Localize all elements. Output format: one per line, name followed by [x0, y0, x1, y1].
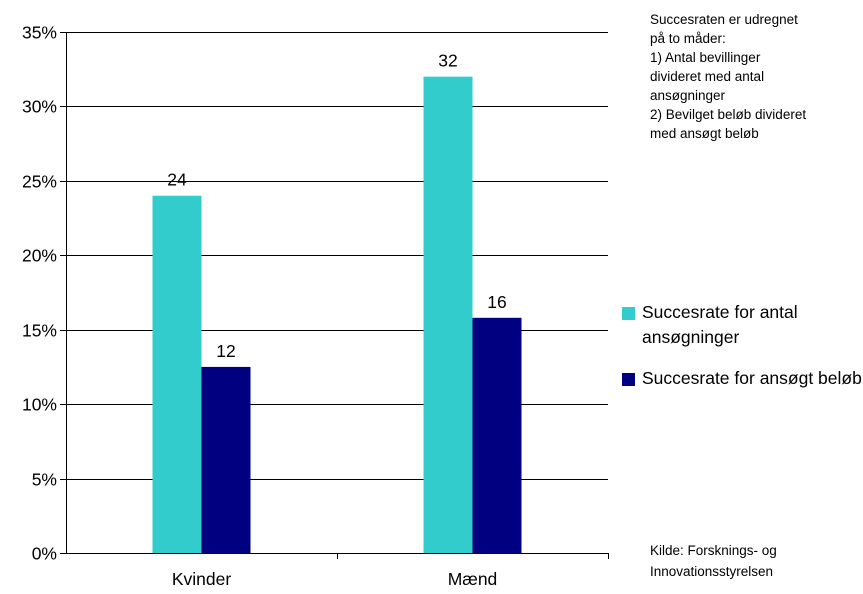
- y-tick-label: 15%: [22, 321, 57, 341]
- y-tick-label: 10%: [22, 395, 57, 415]
- bar-chart: 0% 5% 10% 15% 20% 25% 30% 35% 24 12 Kvinder 32 16 Mæn…: [22, 23, 609, 589]
- legend-swatch-beloeb: [622, 373, 635, 386]
- y-tick-label: 25%: [22, 172, 57, 192]
- source-note: Kilde: Forsknings- og Innovationsstyrels…: [650, 543, 777, 579]
- legend-item-beloeb: Succesrate for ansøgt beløb: [622, 366, 862, 391]
- y-tick-label: 35%: [22, 23, 57, 43]
- y-tick-label: 5%: [32, 470, 57, 490]
- data-label: 32: [438, 51, 457, 71]
- bar-kvinder-series-1: [152, 195, 202, 553]
- data-label: 24: [167, 170, 187, 190]
- calculation-note: Succesraten er udregnet på to måder: 1) …: [650, 12, 807, 141]
- legend-label-antal: Succesrate for antal ansøgninger: [642, 302, 798, 347]
- y-tick-label: 20%: [22, 246, 57, 266]
- bar-mænd-series-2: [472, 317, 522, 553]
- data-label: 12: [216, 341, 235, 361]
- bar-mænd-series-1: [423, 76, 473, 554]
- x-tick-label: Kvinder: [172, 569, 232, 589]
- bar-kvinder-series-2: [201, 366, 251, 553]
- legend-swatch-antal: [622, 307, 635, 320]
- legend: Succesrate for antal ansøgninger Succesr…: [622, 0, 862, 391]
- x-tick-label: Mænd: [448, 569, 498, 589]
- legend-item-antal: Succesrate for antal ansøgninger: [622, 300, 862, 350]
- y-tick-label: 0%: [32, 544, 57, 564]
- legend-label-beloeb: Succesrate for ansøgt beløb: [642, 368, 862, 388]
- y-tick-label: 30%: [22, 97, 57, 117]
- data-label: 16: [487, 292, 506, 312]
